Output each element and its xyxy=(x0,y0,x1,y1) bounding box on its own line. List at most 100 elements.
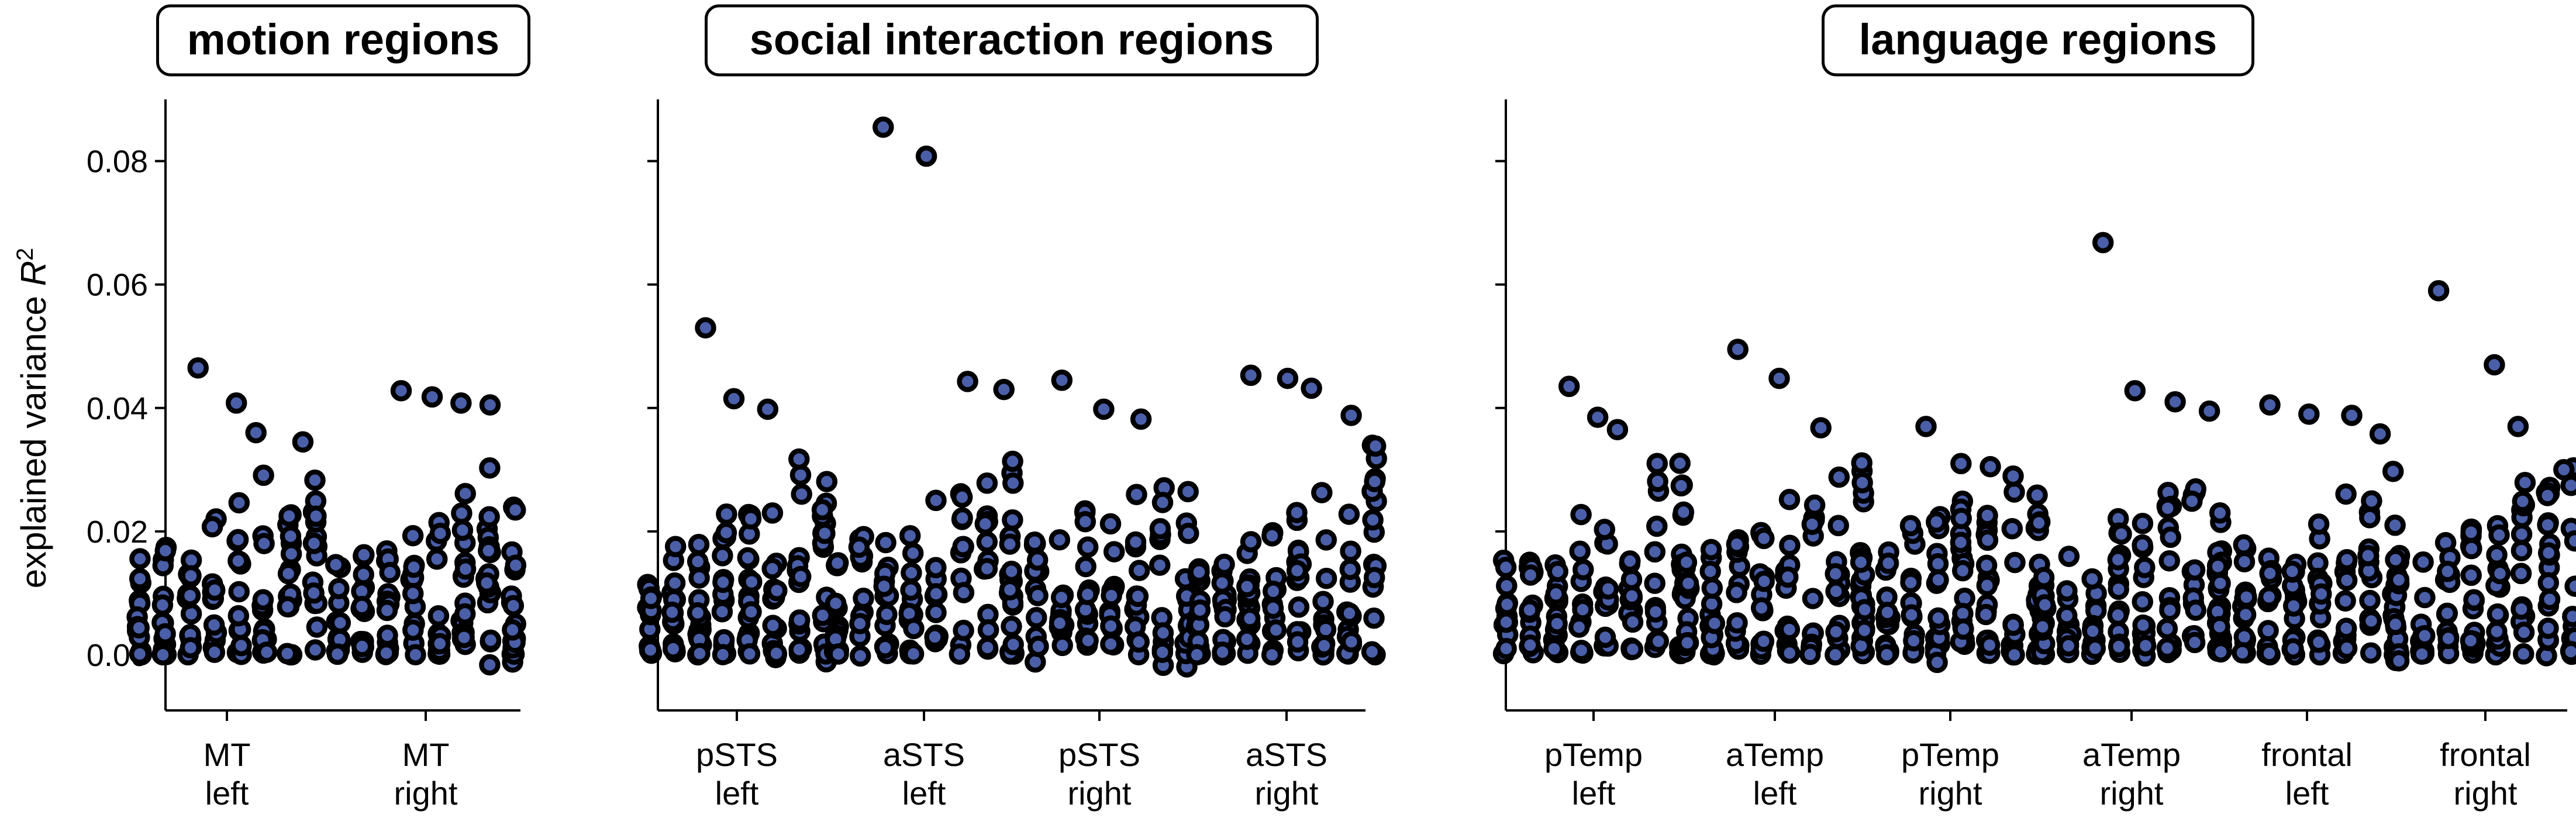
data-point xyxy=(2336,548,2358,571)
data-point xyxy=(741,571,763,593)
data-point xyxy=(662,638,684,660)
x-tick-label: pTemp left xyxy=(1544,736,1643,812)
data-point xyxy=(1877,602,1898,623)
data-point xyxy=(426,548,448,570)
data-point xyxy=(1002,472,1024,494)
data-point xyxy=(1594,626,1616,648)
y-tick-label: 0.06 xyxy=(87,268,148,303)
data-point xyxy=(664,572,686,594)
data-point-outlier xyxy=(1340,405,1362,426)
data-point xyxy=(2058,546,2080,567)
data-point-outlier xyxy=(915,145,937,167)
data-point xyxy=(2357,544,2379,567)
data-point xyxy=(1496,593,1518,615)
data-point xyxy=(1361,641,1383,663)
data-point xyxy=(1495,637,1517,660)
panel-title-text: social interaction regions xyxy=(750,15,1274,64)
data-point xyxy=(2132,534,2153,556)
data-point xyxy=(2209,502,2231,524)
x-tick-label: MT left xyxy=(204,736,251,812)
data-point xyxy=(1050,586,1073,609)
data-point xyxy=(227,605,250,627)
data-point xyxy=(1265,619,1287,641)
data-point xyxy=(1927,607,1949,629)
data-point xyxy=(1178,522,1199,544)
points-pTemp-left xyxy=(1492,375,1695,665)
data-point xyxy=(1573,558,1594,581)
data-point xyxy=(306,616,328,638)
data-point xyxy=(129,548,151,570)
data-point xyxy=(1828,466,1850,488)
data-point xyxy=(451,502,473,524)
data-point xyxy=(2056,580,2078,602)
data-point xyxy=(277,562,299,585)
data-point xyxy=(278,505,300,527)
data-point xyxy=(128,617,150,638)
x-tick-label: MT right xyxy=(394,736,458,812)
data-point xyxy=(1261,525,1283,547)
data-point xyxy=(304,469,326,491)
data-point xyxy=(849,613,871,634)
data-point xyxy=(1646,453,1668,474)
data-point xyxy=(761,558,783,579)
data-point xyxy=(1077,536,1099,558)
data-point xyxy=(1901,604,1922,626)
data-point xyxy=(791,483,812,505)
points-aTemp-right xyxy=(2031,232,2233,667)
data-point xyxy=(2209,572,2231,594)
data-point-outlier xyxy=(723,388,745,410)
data-point xyxy=(402,582,424,605)
data-point xyxy=(1644,541,1666,563)
data-point xyxy=(902,643,925,665)
data-point xyxy=(453,626,475,648)
data-point xyxy=(2336,570,2358,591)
data-point xyxy=(1619,550,1641,572)
data-point xyxy=(1978,634,2001,656)
data-point xyxy=(2108,636,2130,658)
data-point xyxy=(977,637,998,658)
data-point xyxy=(2514,472,2536,493)
data-point xyxy=(2487,603,2509,625)
data-point xyxy=(1801,513,1823,535)
data-point xyxy=(1597,578,1619,600)
data-point xyxy=(739,643,761,665)
data-point xyxy=(377,624,398,646)
data-point xyxy=(661,601,683,623)
data-point xyxy=(688,533,710,555)
data-point xyxy=(2511,540,2533,561)
data-point xyxy=(454,603,476,625)
data-point-outlier xyxy=(1587,406,1609,428)
data-point xyxy=(1646,515,1668,537)
data-point xyxy=(1101,585,1122,606)
data-point xyxy=(765,643,787,664)
data-point xyxy=(2486,544,2508,566)
data-point xyxy=(1128,560,1150,581)
data-point-outlier xyxy=(873,116,894,138)
data-point xyxy=(1568,616,1590,638)
points-pTemp-right xyxy=(1850,416,2051,674)
data-point xyxy=(227,529,249,551)
data-point xyxy=(154,540,177,562)
data-point xyxy=(900,579,922,601)
data-point xyxy=(152,644,174,666)
data-point xyxy=(2108,578,2129,600)
data-point xyxy=(2026,484,2048,506)
data-point xyxy=(1753,630,1775,652)
data-point-outlier xyxy=(2164,391,2186,413)
points-pSTS-left xyxy=(637,317,838,673)
data-point xyxy=(2233,551,2256,572)
data-point xyxy=(277,596,299,617)
data-point xyxy=(1075,555,1096,578)
data-point xyxy=(1726,582,1747,603)
data-point xyxy=(974,513,996,535)
data-point xyxy=(1212,641,1233,663)
data-point xyxy=(1825,563,1846,585)
data-point xyxy=(1975,554,1998,577)
data-point xyxy=(2281,560,2303,582)
data-point xyxy=(1647,471,1668,492)
data-point xyxy=(2311,583,2332,605)
points-aSTS-right xyxy=(1185,364,1387,666)
data-point xyxy=(1778,619,1801,640)
